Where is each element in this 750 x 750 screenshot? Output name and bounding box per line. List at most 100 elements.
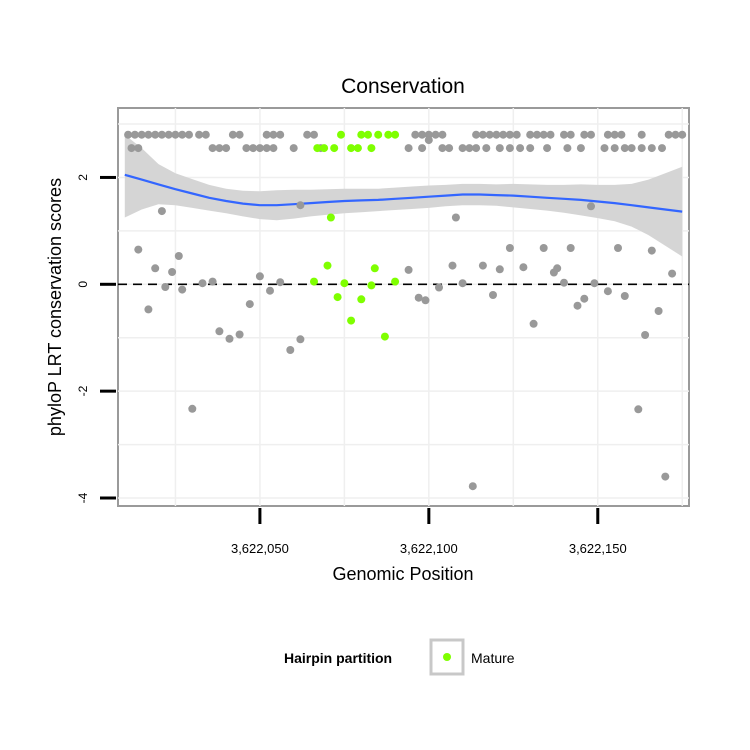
points-group bbox=[124, 130, 687, 491]
point-other bbox=[637, 144, 646, 153]
point-other bbox=[641, 331, 650, 339]
point-other bbox=[164, 130, 173, 139]
point-other bbox=[124, 130, 133, 139]
point-other bbox=[418, 130, 427, 139]
point-other bbox=[603, 130, 612, 139]
point-other bbox=[276, 130, 285, 139]
point-other bbox=[310, 130, 318, 139]
point-other bbox=[620, 144, 629, 153]
point-other bbox=[529, 319, 538, 328]
point-other bbox=[276, 278, 285, 287]
point-other bbox=[424, 136, 433, 145]
point-mature bbox=[310, 277, 318, 286]
point-other bbox=[566, 130, 575, 139]
point-other bbox=[157, 130, 166, 139]
point-mature bbox=[353, 144, 362, 153]
plot-panel bbox=[117, 107, 690, 507]
point-other bbox=[178, 130, 187, 139]
point-other bbox=[614, 244, 622, 252]
point-other bbox=[472, 130, 481, 139]
y-tick-label: 0 bbox=[76, 281, 90, 288]
point-other bbox=[438, 144, 447, 153]
point-other bbox=[566, 244, 575, 252]
legend-key-mature-dot bbox=[443, 653, 451, 661]
point-other bbox=[174, 252, 183, 260]
point-other bbox=[533, 130, 541, 139]
point-other bbox=[465, 144, 474, 153]
point-other bbox=[647, 246, 656, 255]
point-other bbox=[215, 327, 224, 336]
point-other bbox=[151, 264, 160, 273]
point-mature bbox=[330, 144, 339, 153]
point-other bbox=[137, 130, 146, 139]
point-other bbox=[505, 244, 514, 252]
point-other bbox=[208, 144, 217, 153]
point-other bbox=[620, 292, 629, 300]
point-other bbox=[539, 244, 548, 252]
point-other bbox=[654, 307, 663, 315]
point-mature bbox=[326, 213, 335, 222]
point-other bbox=[208, 277, 217, 286]
point-mature bbox=[340, 279, 349, 288]
point-other bbox=[286, 346, 295, 354]
point-other bbox=[418, 144, 427, 153]
point-other bbox=[495, 265, 504, 274]
point-other bbox=[255, 272, 264, 281]
point-mature bbox=[347, 316, 356, 325]
point-other bbox=[435, 283, 443, 292]
legend-label-mature: Mature bbox=[471, 650, 515, 666]
point-other bbox=[472, 144, 481, 153]
point-other bbox=[404, 144, 413, 153]
point-other bbox=[478, 130, 487, 139]
point-other bbox=[262, 130, 271, 139]
point-other bbox=[303, 130, 312, 139]
point-other bbox=[157, 207, 166, 216]
point-other bbox=[580, 130, 589, 139]
point-other bbox=[266, 286, 274, 295]
point-other bbox=[161, 283, 170, 291]
point-other bbox=[431, 130, 440, 139]
point-mature bbox=[391, 277, 400, 286]
point-other bbox=[414, 293, 423, 302]
smooth-line-group bbox=[124, 173, 683, 213]
point-mature bbox=[364, 130, 372, 139]
point-other bbox=[543, 144, 552, 153]
point-other bbox=[590, 279, 599, 288]
point-other bbox=[458, 144, 467, 153]
y-tick-label: -2 bbox=[76, 385, 90, 396]
point-other bbox=[445, 144, 454, 153]
point-other bbox=[495, 144, 504, 153]
point-other bbox=[296, 335, 305, 344]
point-other bbox=[458, 279, 467, 288]
point-other bbox=[178, 285, 187, 294]
point-other bbox=[242, 144, 251, 153]
point-other bbox=[526, 130, 535, 139]
smooth-line bbox=[124, 173, 683, 213]
point-other bbox=[610, 130, 619, 139]
point-other bbox=[127, 144, 136, 153]
point-other bbox=[603, 287, 612, 296]
point-other bbox=[617, 130, 626, 139]
point-other bbox=[637, 130, 646, 139]
point-mature bbox=[313, 144, 322, 153]
point-other bbox=[296, 201, 305, 210]
point-other bbox=[505, 130, 514, 139]
point-other bbox=[661, 472, 670, 481]
point-other bbox=[171, 130, 180, 139]
point-other bbox=[144, 305, 153, 314]
point-other bbox=[526, 144, 535, 153]
point-other bbox=[404, 265, 413, 274]
point-other bbox=[235, 130, 244, 139]
point-other bbox=[634, 405, 643, 414]
point-other bbox=[560, 130, 568, 139]
point-other bbox=[168, 268, 177, 276]
point-other bbox=[489, 291, 497, 299]
point-mature bbox=[367, 144, 376, 153]
y-axis: -4 -2 0 2 bbox=[76, 174, 116, 503]
point-other bbox=[222, 144, 231, 153]
point-other bbox=[228, 130, 237, 139]
point-other bbox=[151, 130, 160, 139]
point-mature bbox=[323, 261, 332, 270]
point-mature bbox=[337, 130, 345, 139]
